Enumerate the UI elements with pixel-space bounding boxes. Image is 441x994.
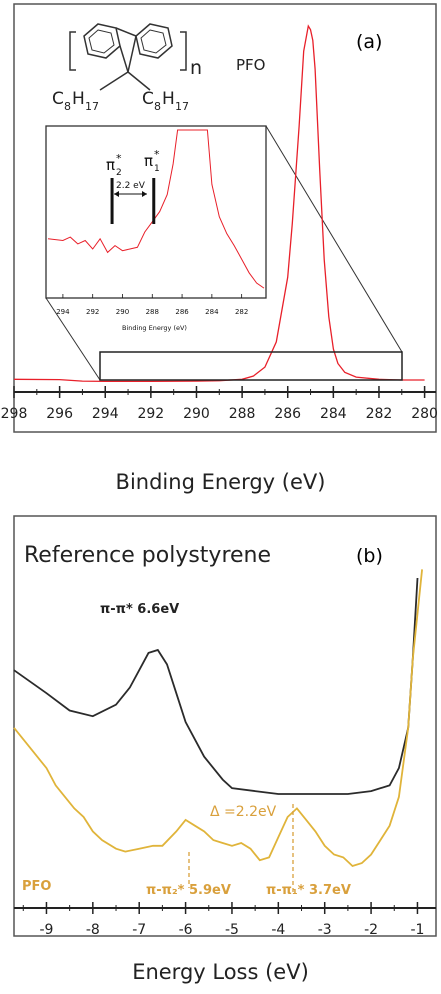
inset-pi1-label: π * 1: [144, 148, 160, 174]
svg-text:*: *: [154, 148, 160, 161]
inset-x-axis-label: Binding Energy (eV): [122, 324, 187, 332]
x-tick-label: -1: [410, 922, 424, 938]
svg-text:17: 17: [85, 100, 99, 113]
x-tick-label: 298: [1, 406, 28, 422]
x-tick-label: 292: [137, 406, 164, 422]
zoom-region-box: [99, 351, 403, 381]
panel-a-label: (a): [356, 31, 382, 53]
inset-markers: [110, 178, 156, 224]
x-tick-label: -2: [364, 922, 378, 938]
inset-x-tick-label: 288: [146, 308, 159, 316]
x-tick-label: 294: [92, 406, 119, 422]
x-tick-label: -8: [86, 922, 100, 938]
ref-peak-label: π-π* 6.6eV: [100, 602, 179, 617]
benzene-inner-left: [88, 29, 115, 54]
inset-x-tick-label: 284: [205, 308, 219, 316]
repeat-n: n: [190, 57, 202, 79]
inset-gap-label: 2.2 eV: [116, 181, 146, 191]
panel-a-frame: [13, 3, 437, 433]
panel-a-chart: (a) n PFO C 8 H 17 C 8 H 17 π * 2: [1, 3, 438, 433]
pfo-name: PFO: [236, 56, 265, 74]
svg-text:2: 2: [116, 168, 122, 178]
x-tick-label: -5: [225, 922, 239, 938]
panel-b-label: (b): [356, 545, 383, 567]
x-tick-label: -4: [271, 922, 285, 938]
svg-text:1: 1: [154, 164, 160, 174]
svg-text:C: C: [142, 89, 154, 109]
reference-spectrum: [13, 577, 419, 795]
svg-text:*: *: [116, 152, 122, 165]
panel-b-chart: Reference polystyrene (b) π-π* 6.6eV Δ =…: [13, 515, 437, 938]
substituent-left: C 8 H 17: [52, 89, 99, 113]
x-tick-label: 280: [411, 406, 438, 422]
panel-b-x-ticks: -9 -8 -7 -6 -5 -4 -3 -2 -1: [22, 902, 424, 938]
zoom-line-right: [265, 125, 403, 353]
inset-x-tick-label: 286: [175, 308, 189, 316]
inset-x-axis: 294 292 290 288 286 284 282: [56, 294, 248, 316]
delta-label: Δ =2.2eV: [210, 804, 277, 820]
x-tick-label: 288: [229, 406, 256, 422]
x-tick-label: 284: [320, 406, 347, 422]
inset-x-tick-label: 282: [235, 308, 248, 316]
x-tick-label: -3: [318, 922, 332, 938]
pfo-spectrum-b: [13, 569, 423, 868]
inset-pi2-label: π * 2: [106, 152, 122, 178]
svg-text:8: 8: [154, 100, 161, 113]
x-tick-label: 282: [366, 406, 393, 422]
substituent-right: C 8 H 17: [142, 89, 189, 113]
svg-text:H: H: [162, 89, 175, 109]
x-tick-label: -7: [132, 922, 146, 938]
svg-text:17: 17: [175, 100, 189, 113]
x-tick-label: 296: [46, 406, 73, 422]
zoom-line-left: [45, 297, 101, 381]
inset-x-tick-label: 290: [116, 308, 129, 316]
inset-x-tick-label: 294: [56, 308, 70, 316]
inset-frame: [45, 125, 267, 299]
pfo-label: PFO: [22, 879, 51, 894]
panel-a-x-ticks: 298 296 294 292 290 288 286 284 282 280: [1, 386, 438, 422]
x-tick-label: -9: [39, 922, 53, 938]
svg-text:π: π: [144, 152, 153, 170]
benzene-inner-right: [140, 29, 167, 54]
panel-b-x-axis-label: Energy Loss (eV): [132, 960, 309, 984]
structure-bracket-right: [180, 31, 187, 71]
panel-a-x-axis-label: Binding Energy (eV): [115, 470, 326, 494]
svg-text:C: C: [52, 89, 64, 109]
structure-bracket-left: [69, 31, 76, 71]
panel-b-title: Reference polystyrene: [24, 543, 271, 568]
peak2-label: π-π₂* 5.9eV: [146, 883, 231, 898]
x-tick-label: 286: [274, 406, 301, 422]
pfo-structure: [69, 23, 187, 91]
peak1-label: π-π₁* 3.7eV: [266, 883, 351, 898]
pfo-spectrum-a: [13, 24, 425, 383]
x-tick-label: 290: [183, 406, 210, 422]
svg-text:8: 8: [64, 100, 71, 113]
svg-text:H: H: [72, 89, 85, 109]
inset-x-tick-label: 292: [86, 308, 99, 316]
panel-b-frame: [13, 515, 437, 937]
x-tick-label: -6: [179, 922, 193, 938]
svg-text:π: π: [106, 156, 115, 174]
